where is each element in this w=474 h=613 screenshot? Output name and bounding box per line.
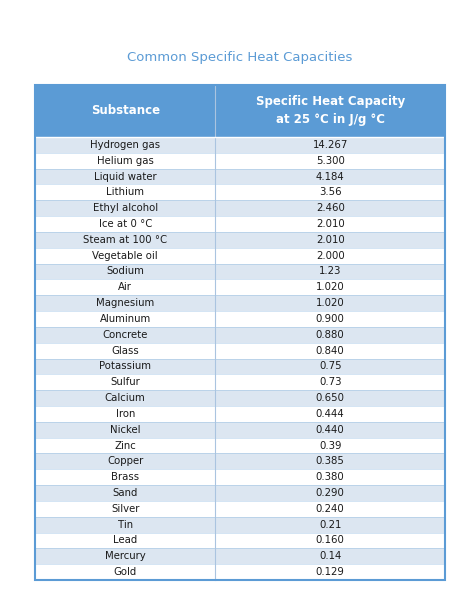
Bar [35, 422, 445, 438]
Text: Hydrogen gas: Hydrogen gas [90, 140, 160, 150]
Bar [35, 343, 445, 359]
Text: Sand: Sand [112, 488, 138, 498]
Bar [35, 85, 445, 137]
Text: 0.21: 0.21 [319, 520, 341, 530]
Text: 0.380: 0.380 [316, 472, 345, 482]
Text: Tin: Tin [118, 520, 133, 530]
Text: 0.14: 0.14 [319, 551, 341, 562]
Bar [35, 533, 445, 549]
Bar [35, 264, 445, 280]
Text: 14.267: 14.267 [312, 140, 348, 150]
Bar [35, 485, 445, 501]
Bar [35, 311, 445, 327]
Text: 1.020: 1.020 [316, 283, 345, 292]
Text: 2.010: 2.010 [316, 219, 345, 229]
Text: 0.840: 0.840 [316, 346, 345, 356]
Text: Potassium: Potassium [99, 362, 151, 371]
Text: 3.56: 3.56 [319, 188, 341, 197]
Text: Mercury: Mercury [105, 551, 146, 562]
Text: 0.444: 0.444 [316, 409, 345, 419]
Text: 5.300: 5.300 [316, 156, 345, 166]
Text: Helium gas: Helium gas [97, 156, 154, 166]
Bar [35, 295, 445, 311]
Bar [35, 153, 445, 169]
Text: 4.184: 4.184 [316, 172, 345, 181]
Text: Gold: Gold [114, 567, 137, 577]
Text: 0.650: 0.650 [316, 393, 345, 403]
Text: Ethyl alcohol: Ethyl alcohol [92, 203, 158, 213]
Text: Vegetable oil: Vegetable oil [92, 251, 158, 261]
Bar [35, 85, 445, 580]
Bar [35, 280, 445, 295]
Text: Nickel: Nickel [110, 425, 140, 435]
Text: Zinc: Zinc [114, 441, 136, 451]
Text: Steam at 100 °C: Steam at 100 °C [83, 235, 167, 245]
Text: Calcium: Calcium [105, 393, 146, 403]
Bar [35, 232, 445, 248]
Text: 1.23: 1.23 [319, 267, 341, 276]
Text: Iron: Iron [116, 409, 135, 419]
Text: 2.460: 2.460 [316, 203, 345, 213]
Text: Aluminum: Aluminum [100, 314, 151, 324]
Text: 1.020: 1.020 [316, 298, 345, 308]
Text: Lithium: Lithium [106, 188, 144, 197]
Bar [35, 406, 445, 422]
Bar [35, 200, 445, 216]
Bar [35, 185, 445, 200]
Text: 0.385: 0.385 [316, 456, 345, 466]
Bar [35, 564, 445, 580]
Bar [35, 454, 445, 469]
Text: 0.440: 0.440 [316, 425, 345, 435]
Text: Silver: Silver [111, 504, 139, 514]
Text: Lead: Lead [113, 535, 137, 546]
Bar [35, 390, 445, 406]
Text: Brass: Brass [111, 472, 139, 482]
Bar [35, 375, 445, 390]
Text: 0.75: 0.75 [319, 362, 341, 371]
Bar [35, 169, 445, 185]
Text: 0.880: 0.880 [316, 330, 345, 340]
Text: Concrete: Concrete [102, 330, 148, 340]
Text: Air: Air [118, 283, 132, 292]
Text: 0.160: 0.160 [316, 535, 345, 546]
Text: 0.900: 0.900 [316, 314, 345, 324]
Text: Common Specific Heat Capacities: Common Specific Heat Capacities [128, 51, 353, 64]
Bar [35, 517, 445, 533]
Text: 2.010: 2.010 [316, 235, 345, 245]
Bar [35, 327, 445, 343]
Text: Ice at 0 °C: Ice at 0 °C [99, 219, 152, 229]
Text: Substance: Substance [91, 104, 160, 118]
Text: Magnesium: Magnesium [96, 298, 155, 308]
Bar [35, 469, 445, 485]
Bar [35, 438, 445, 454]
Text: 0.39: 0.39 [319, 441, 341, 451]
Text: Liquid water: Liquid water [94, 172, 156, 181]
Text: 0.240: 0.240 [316, 504, 345, 514]
Text: Sulfur: Sulfur [110, 377, 140, 387]
Text: 0.129: 0.129 [316, 567, 345, 577]
Text: Glass: Glass [111, 346, 139, 356]
Bar [35, 501, 445, 517]
Text: 0.290: 0.290 [316, 488, 345, 498]
Bar [35, 137, 445, 153]
Text: Specific Heat Capacity
at 25 °C in J/g °C: Specific Heat Capacity at 25 °C in J/g °… [255, 96, 405, 126]
Bar [35, 216, 445, 232]
Bar [35, 359, 445, 375]
Text: 0.73: 0.73 [319, 377, 341, 387]
Bar [35, 248, 445, 264]
Text: Sodium: Sodium [106, 267, 144, 276]
Bar [35, 549, 445, 564]
Text: Copper: Copper [107, 456, 143, 466]
Text: 2.000: 2.000 [316, 251, 345, 261]
